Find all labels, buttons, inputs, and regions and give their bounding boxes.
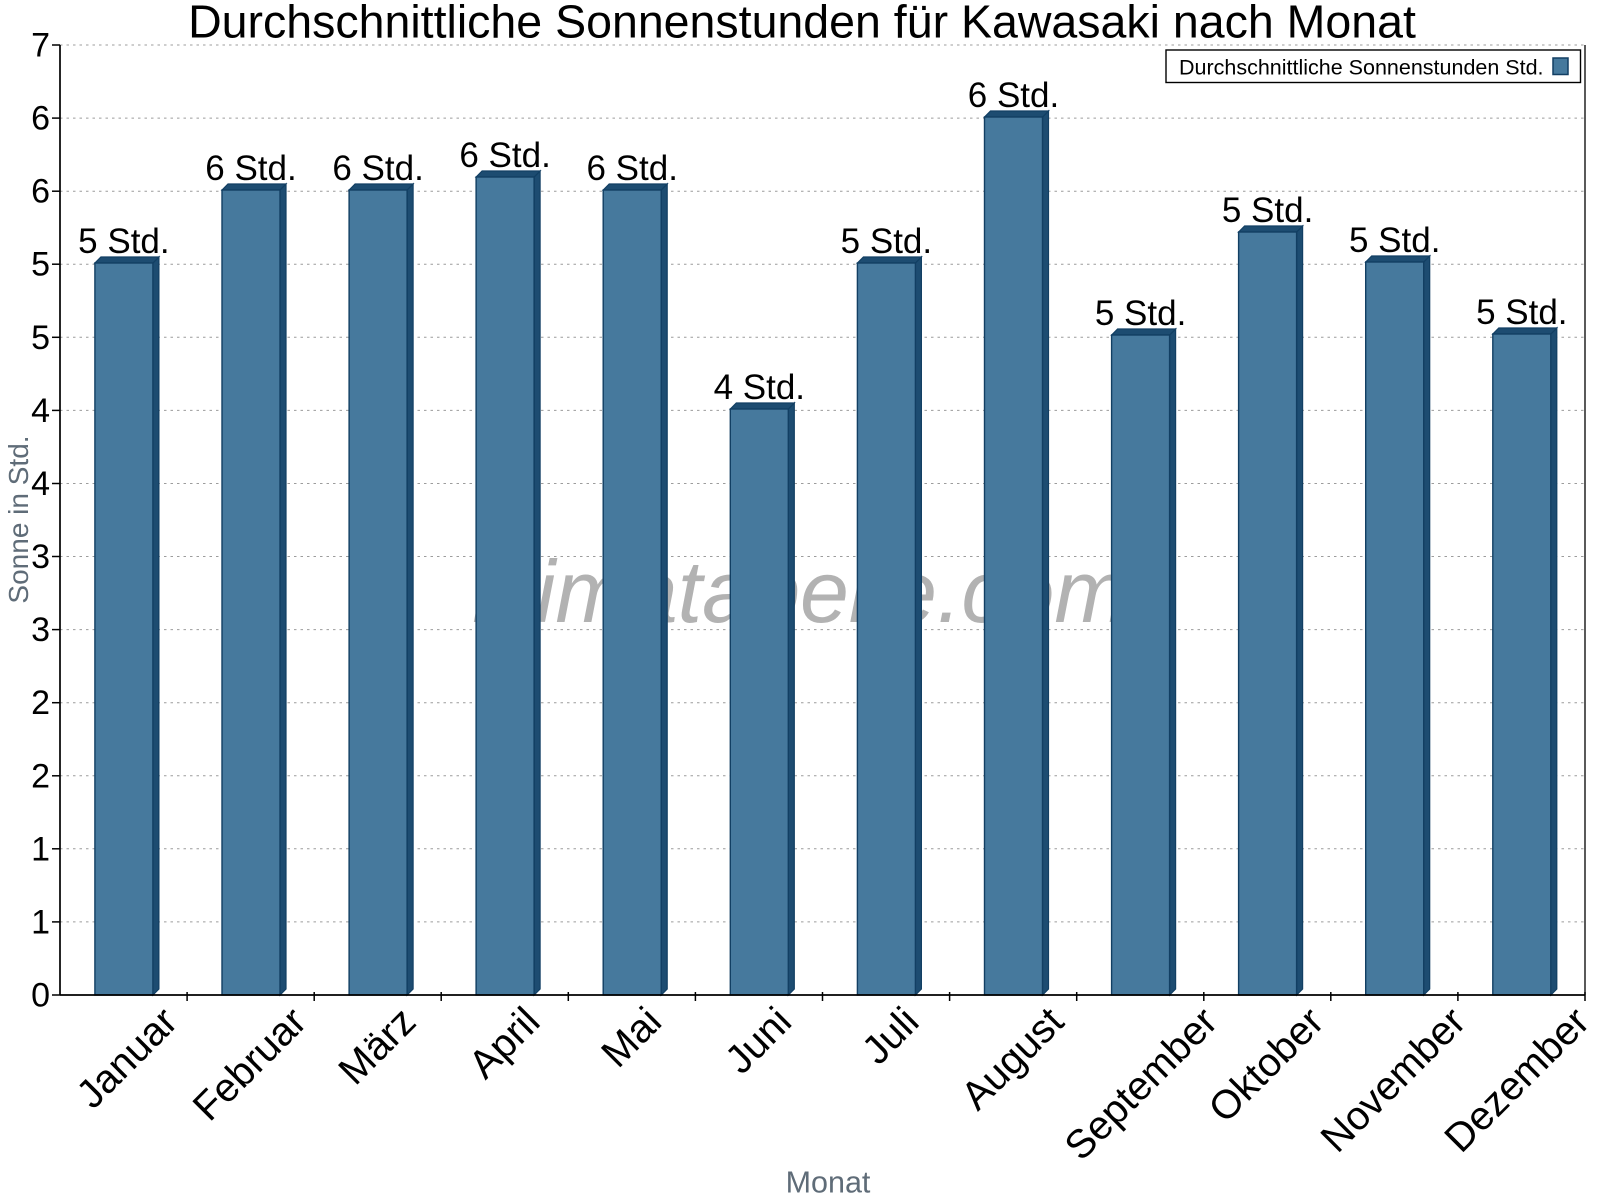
svg-text:Sonne in Std.: Sonne in Std. (3, 435, 34, 603)
svg-text:Durchschnittliche Sonnenstunde: Durchschnittliche Sonnenstunden Std. (1179, 56, 1544, 80)
svg-text:6 Std.: 6 Std. (968, 76, 1059, 115)
svg-text:1: 1 (31, 903, 50, 941)
svg-text:Monat: Monat (786, 1166, 871, 1200)
svg-text:3: 3 (31, 538, 50, 576)
svg-text:6 Std.: 6 Std. (586, 149, 677, 188)
svg-text:1: 1 (31, 830, 50, 868)
svg-text:4 Std.: 4 Std. (714, 368, 805, 407)
svg-text:5 Std.: 5 Std. (1095, 294, 1186, 333)
svg-text:5 Std.: 5 Std. (1476, 293, 1567, 332)
svg-text:5: 5 (31, 246, 50, 284)
svg-text:5 Std.: 5 Std. (78, 222, 169, 261)
svg-text:3: 3 (31, 611, 50, 649)
svg-text:4: 4 (31, 465, 50, 503)
svg-text:6 Std.: 6 Std. (205, 149, 296, 188)
svg-text:4: 4 (31, 392, 50, 430)
svg-text:0: 0 (31, 977, 50, 1015)
svg-text:7: 7 (31, 27, 50, 65)
svg-text:2: 2 (31, 757, 50, 795)
svg-text:5: 5 (31, 319, 50, 357)
svg-text:Durchschnittliche Sonnenstunde: Durchschnittliche Sonnenstunden für Kawa… (188, 0, 1416, 48)
svg-text:5 Std.: 5 Std. (841, 222, 932, 261)
svg-text:6: 6 (31, 173, 50, 211)
svg-text:5 Std.: 5 Std. (1349, 221, 1440, 260)
svg-text:5 Std.: 5 Std. (1222, 191, 1313, 230)
svg-text:2: 2 (31, 684, 50, 722)
svg-text:6 Std.: 6 Std. (459, 136, 550, 175)
svg-text:6 Std.: 6 Std. (332, 149, 423, 188)
svg-text:6: 6 (31, 100, 50, 138)
